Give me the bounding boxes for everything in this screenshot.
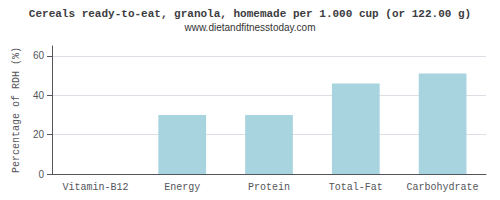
- svg-text:Cereals ready-to-eat, granola,: Cereals ready-to-eat, granola, homemade …: [29, 8, 471, 20]
- svg-text:Percentage of RDH (%): Percentage of RDH (%): [11, 47, 22, 173]
- svg-text:Vitamin-B12: Vitamin-B12: [62, 182, 128, 193]
- svg-text:Carbohydrate: Carbohydrate: [407, 182, 479, 193]
- svg-text:Protein: Protein: [248, 182, 290, 193]
- svg-text:60: 60: [33, 50, 45, 61]
- svg-text:40: 40: [33, 90, 45, 101]
- svg-text:Energy: Energy: [164, 182, 200, 193]
- svg-text:www.dietandfitnesstoday.com: www.dietandfitnesstoday.com: [184, 22, 316, 33]
- svg-text:0: 0: [38, 169, 44, 180]
- svg-text:20: 20: [33, 129, 45, 140]
- svg-text:Total-Fat: Total-Fat: [329, 182, 383, 193]
